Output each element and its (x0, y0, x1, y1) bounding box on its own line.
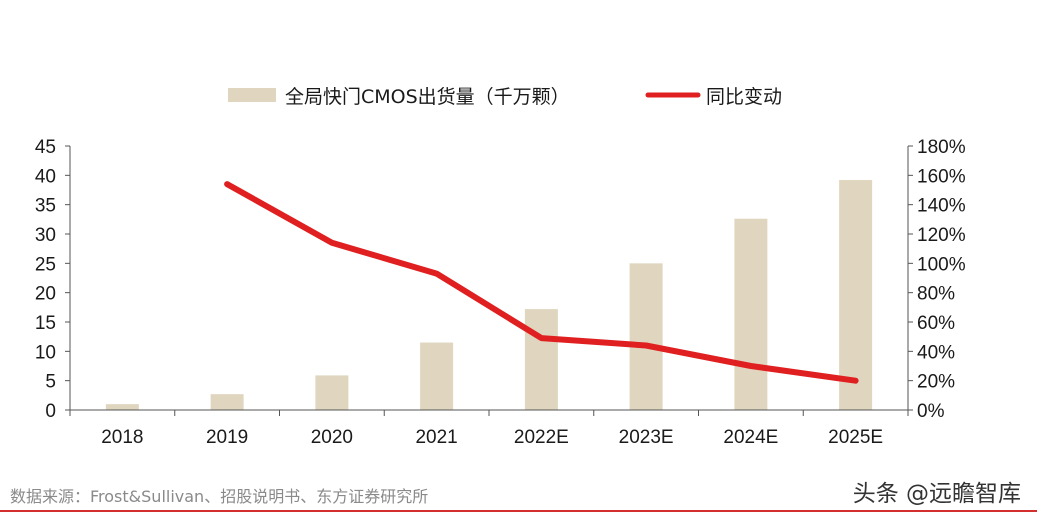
bar (734, 218, 768, 410)
left-axis-tick-label: 15 (35, 313, 56, 334)
yoy-point (225, 182, 229, 186)
x-axis-tick-label: 2024E (723, 427, 778, 448)
right-axis-tick-label: 80% (917, 284, 955, 305)
yoy-point (435, 272, 439, 276)
left-axis-tick-label: 0 (45, 401, 56, 422)
legend-bar-swatch (228, 88, 276, 102)
x-axis-tick-label: 2019 (206, 427, 248, 448)
left-axis-tick-label: 40 (35, 166, 56, 187)
left-axis-tick-label: 45 (35, 137, 56, 158)
legend-bar-label: 全局快门CMOS出货量（千万颗） (285, 86, 570, 108)
left-axis-tick-label: 10 (35, 342, 56, 363)
right-axis-tick-label: 140% (917, 196, 966, 217)
left-axis-tick-label: 20 (35, 284, 56, 305)
right-axis-tick-label: 100% (917, 254, 966, 275)
axes: 0 5 10 15 20 25 30 35 40 45 0% 20% 40% 60% 80% 100% 120%… (35, 137, 966, 448)
bar-series (105, 180, 873, 410)
legend: 全局快门CMOS出货量（千万颗） 同比变动 (228, 86, 782, 108)
bar (420, 342, 454, 410)
left-axis-tick-label: 25 (35, 254, 56, 275)
right-axis-tick-label: 0% (917, 401, 945, 422)
left-axis-tick-label: 5 (45, 372, 56, 393)
right-axis-tick-label: 60% (917, 313, 955, 334)
bar (524, 309, 558, 410)
bar (629, 263, 663, 410)
right-axis-tick-label: 40% (917, 342, 955, 363)
yoy-point (854, 379, 858, 383)
yoy-point (644, 343, 648, 347)
bar (210, 394, 244, 410)
legend-line-label: 同比变动 (706, 86, 782, 108)
right-axis-tick-label: 160% (917, 166, 966, 187)
right-axis-tick-label: 120% (917, 225, 966, 246)
x-axis-tick-label: 2018 (101, 427, 143, 448)
bar (105, 404, 139, 410)
x-axis-tick-label: 2022E (514, 427, 569, 448)
footer-rule (0, 510, 1037, 512)
x-axis-tick-label: 2023E (619, 427, 674, 448)
x-axis-tick-label: 2020 (311, 427, 353, 448)
bar (315, 375, 349, 410)
yoy-point (539, 336, 543, 340)
x-axis-tick-label: 2025E (828, 427, 883, 448)
right-axis-tick-label: 20% (917, 372, 955, 393)
bar (839, 180, 873, 410)
left-axis-tick-label: 30 (35, 225, 56, 246)
source-note: 数据来源：Frost&Sullivan、招股说明书、东方证券研究所 (10, 487, 429, 506)
right-axis-tick-label: 180% (917, 137, 966, 158)
yoy-point (330, 241, 334, 245)
yoy-point (749, 364, 753, 368)
watermark: 头条 @远瞻智库 (852, 481, 1021, 507)
line-series (224, 181, 859, 384)
x-axis-tick-label: 2021 (415, 427, 457, 448)
left-axis-tick-label: 35 (35, 196, 56, 217)
